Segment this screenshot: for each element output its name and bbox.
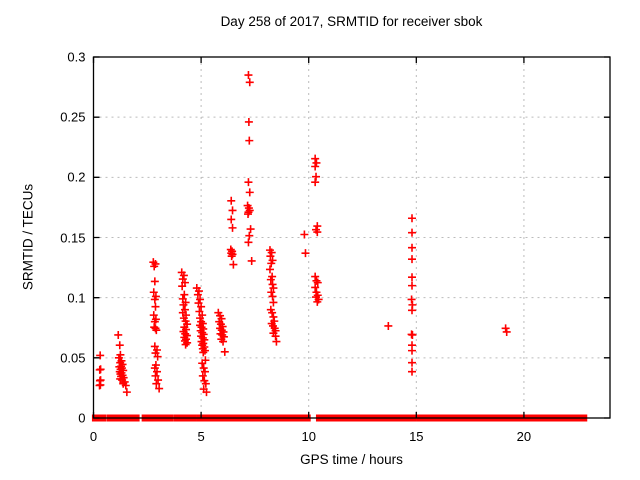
y-tick-label: 0.05: [60, 350, 86, 366]
tick-marks: [92, 56, 610, 419]
y-tick-label: 0.2: [67, 169, 86, 185]
y-tick-label: 0: [78, 410, 86, 426]
x-tick-label: 15: [409, 429, 424, 444]
x-tick-label: 5: [197, 429, 205, 444]
plot-title: Day 258 of 2017, SRMTID for receiver sbo…: [220, 14, 483, 29]
y-tick-label: 0.25: [60, 109, 86, 125]
x-tick-label: 10: [301, 429, 316, 444]
x-axis-label: GPS time / hours: [300, 452, 403, 467]
y-tick-label: 0.3: [67, 49, 86, 65]
y-tick-label: 0.1: [67, 290, 86, 306]
grid-lines: [93, 57, 610, 418]
x-tick-label: 20: [516, 429, 532, 444]
y-tick-label: 0.15: [60, 230, 86, 245]
x-tick-label: 0: [89, 429, 98, 444]
data-points: [95, 71, 511, 397]
